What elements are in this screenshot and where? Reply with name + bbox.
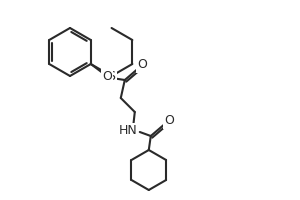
Text: O: O (137, 58, 147, 72)
Text: HN: HN (118, 124, 137, 138)
Text: O: O (164, 114, 174, 128)
Text: S: S (108, 70, 116, 82)
Text: O: O (102, 70, 112, 82)
